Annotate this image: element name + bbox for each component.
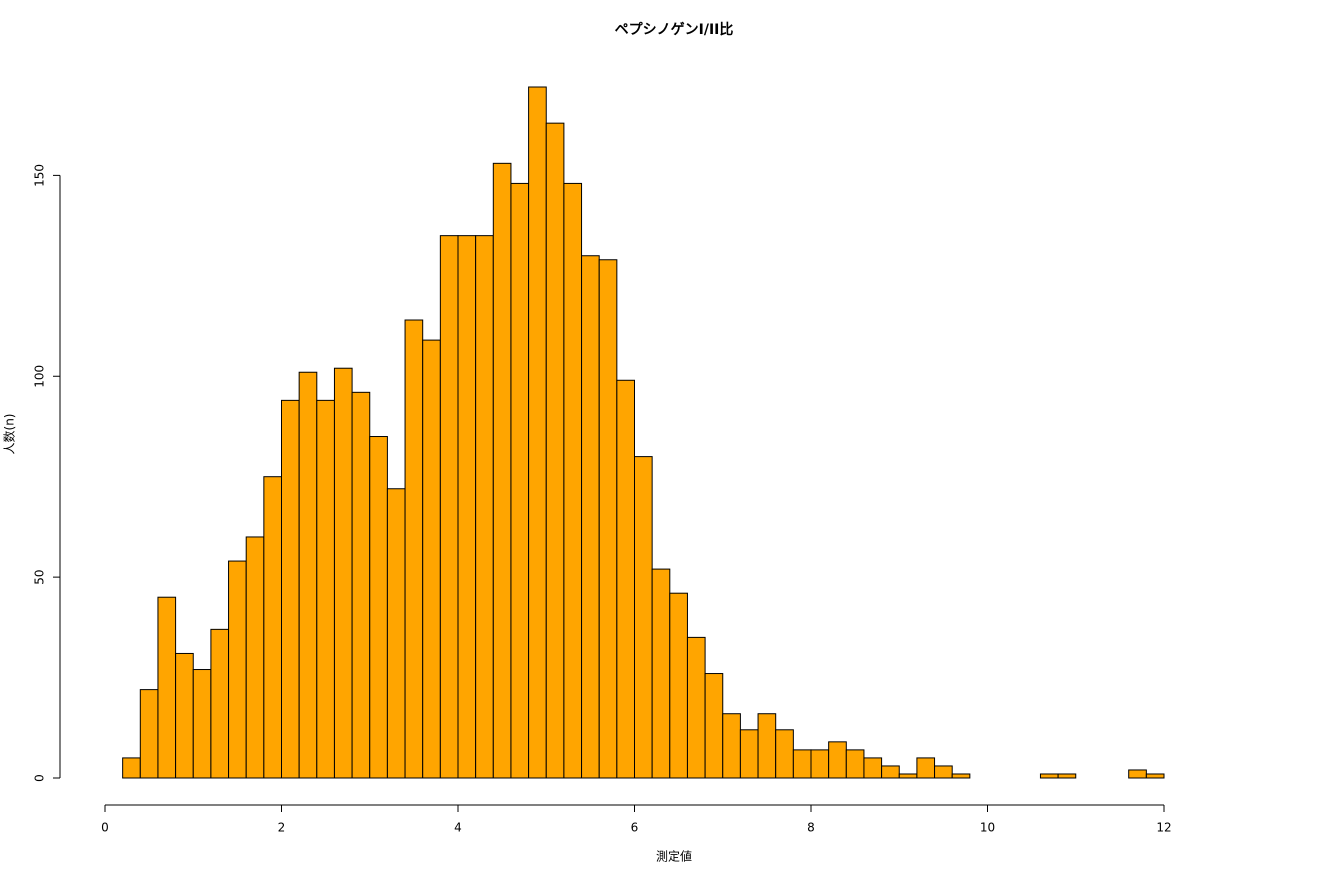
bar (1057, 773, 1077, 779)
bar (298, 371, 318, 779)
bar (386, 488, 406, 779)
bar (369, 436, 388, 779)
bar (951, 773, 971, 779)
bar (492, 162, 512, 779)
y-tick-label: 50 (33, 569, 47, 584)
bar (157, 596, 177, 779)
bar (863, 757, 883, 779)
bar (333, 367, 353, 779)
bar (881, 765, 900, 779)
y-axis-label: 人数(n) (2, 414, 17, 455)
bar (545, 122, 565, 779)
x-tick-label: 0 (101, 821, 109, 835)
bar (457, 235, 477, 779)
bar (139, 689, 159, 779)
x-tick-label: 8 (807, 821, 815, 835)
bar (739, 729, 759, 779)
bar (598, 259, 618, 779)
bar (845, 749, 865, 779)
x-tick-label: 6 (631, 821, 639, 835)
bar (669, 592, 688, 779)
x-tick-label: 4 (454, 821, 462, 835)
bar (581, 255, 600, 779)
bar (245, 536, 265, 779)
x-tick-label: 2 (278, 821, 286, 835)
y-tick-label: 100 (33, 365, 47, 388)
bar (934, 765, 953, 779)
y-tick-label: 0 (33, 774, 47, 782)
chart-title: ペプシノゲンI/II比 (615, 21, 734, 38)
bar (704, 673, 724, 779)
bar (122, 757, 141, 779)
y-tick-label: 150 (33, 164, 47, 187)
bar (1128, 769, 1147, 779)
bar (1039, 773, 1059, 779)
bar (916, 757, 936, 779)
bar (528, 86, 547, 779)
bar (263, 476, 283, 779)
x-axis-label: 測定値 (656, 849, 692, 864)
bar (351, 391, 371, 779)
bar (616, 379, 635, 779)
x-tick-label: 10 (980, 821, 995, 835)
bar (722, 713, 741, 779)
x-tick-label: 12 (1156, 821, 1171, 835)
bar (510, 182, 530, 779)
bar (192, 669, 212, 779)
bar (686, 636, 706, 779)
bar (775, 729, 794, 779)
bar (563, 182, 583, 779)
bar (898, 773, 918, 779)
bar (634, 456, 653, 779)
bar (792, 749, 812, 779)
bar (810, 749, 830, 779)
bar (1145, 773, 1165, 779)
bar (757, 713, 777, 779)
bar (439, 235, 459, 779)
bar (475, 235, 494, 779)
bar (404, 319, 424, 779)
bar (175, 652, 194, 779)
bar (422, 339, 441, 779)
bar (210, 628, 230, 779)
bar (828, 741, 847, 779)
bar (228, 560, 247, 779)
bar (281, 399, 300, 779)
bar (651, 568, 671, 779)
bar (316, 399, 335, 779)
